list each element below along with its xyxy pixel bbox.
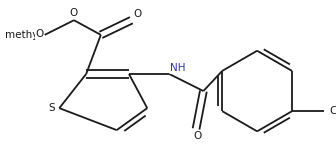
Text: Cl: Cl <box>330 106 336 116</box>
Text: O: O <box>193 131 201 141</box>
Text: O: O <box>70 8 78 18</box>
Text: O: O <box>134 9 142 19</box>
Text: methyl: methyl <box>5 30 41 40</box>
Text: O: O <box>35 29 43 39</box>
Text: S: S <box>49 103 55 113</box>
Text: NH: NH <box>170 63 186 73</box>
